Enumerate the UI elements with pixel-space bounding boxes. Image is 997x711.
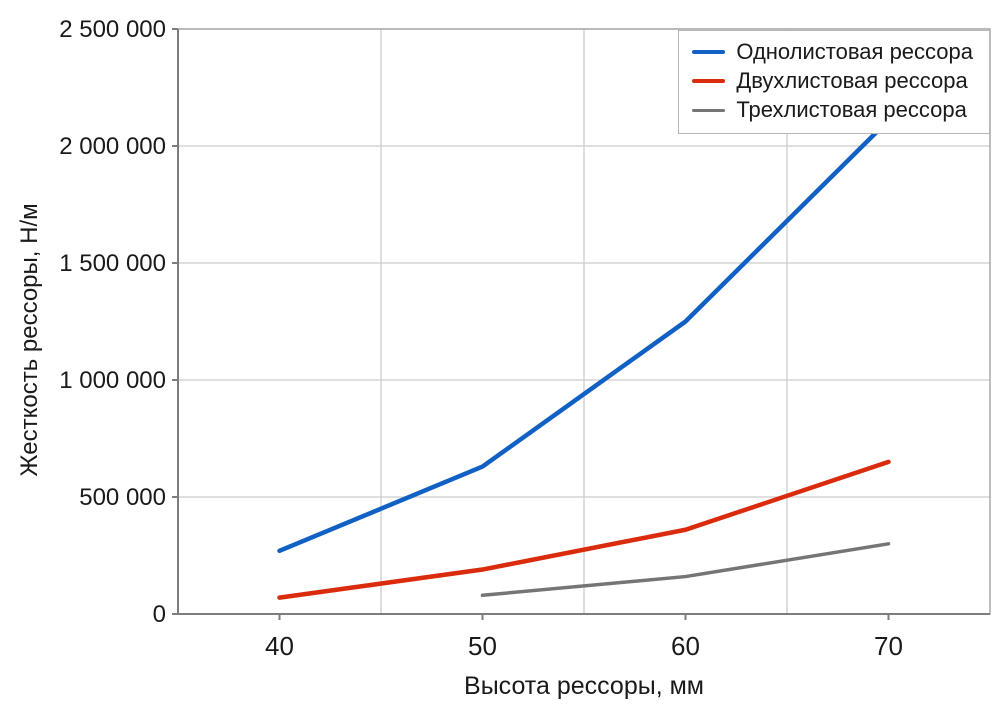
x-axis-title: Высота рессоры, мм: [464, 672, 704, 700]
y-tick-label: 500 000: [79, 484, 166, 511]
legend-label: Однолистовая рессора: [736, 39, 973, 64]
legend-label: Двухлистовая рессора: [736, 68, 968, 93]
y-tick-label: 1 000 000: [59, 367, 166, 394]
legend-line-swatch: [692, 50, 726, 54]
legend-item: Двухлистовая рессора: [692, 69, 973, 93]
x-tick-label: 60: [671, 631, 700, 661]
x-tick-label: 50: [468, 631, 497, 661]
legend-line-swatch: [692, 79, 726, 83]
legend-item: Трехлистовая рессора: [692, 98, 973, 122]
legend: Однолистовая рессора Двухлистовая рессора…: [678, 30, 990, 134]
x-tick-label: 70: [874, 631, 903, 661]
legend-item: Однолистовая рессора: [692, 40, 973, 64]
y-axis-title: Жесткость рессоры, Н/м: [16, 203, 43, 477]
legend-line-swatch: [692, 108, 726, 112]
y-tick-label: 2 000 000: [59, 133, 166, 160]
series-line-3: [480, 542, 891, 598]
series-line-1: [277, 118, 891, 554]
y-tick-label: 2 500 000: [59, 16, 166, 43]
legend-label: Трехлистовая рессора: [736, 97, 967, 122]
y-tick-label: 1 500 000: [59, 250, 166, 277]
series-line-2: [277, 459, 891, 600]
y-tick-label: 0: [153, 601, 166, 628]
x-tick-label: 40: [265, 631, 294, 661]
